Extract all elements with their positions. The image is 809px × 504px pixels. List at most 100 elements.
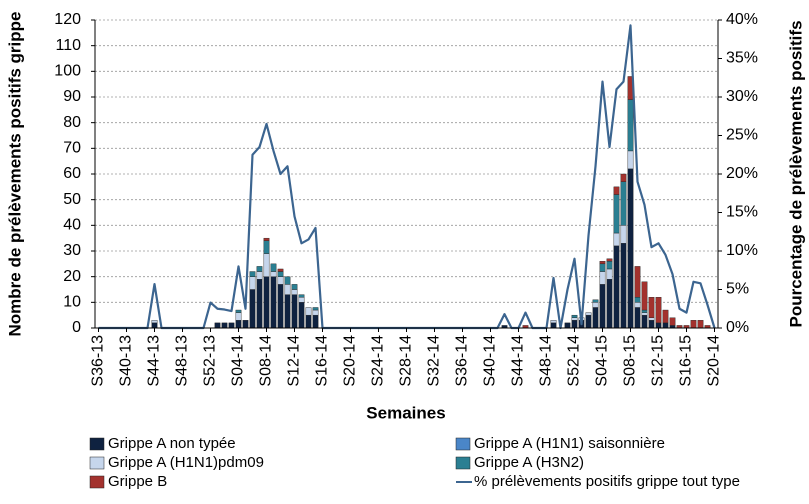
bar-segment xyxy=(648,320,655,329)
x-tick-label: S12-14 xyxy=(286,335,303,387)
y2-tick-label: 0% xyxy=(726,319,749,336)
x-tick-label: S16-15 xyxy=(678,335,695,387)
bar-segment xyxy=(270,276,277,329)
y-tick-label: 80 xyxy=(63,114,81,131)
bar-segment xyxy=(641,281,648,311)
bar-segment xyxy=(613,245,620,329)
y-tick-label: 50 xyxy=(63,191,81,208)
bar-segment xyxy=(634,297,641,303)
bar-segment xyxy=(585,312,592,316)
y2-tick-label: 20% xyxy=(726,165,758,182)
legend-label: Grippe A (H1N1) saisonnière xyxy=(474,435,665,452)
bar-segment xyxy=(599,261,606,265)
y-tick-label: 0 xyxy=(72,319,81,336)
x-axis-title: Semaines xyxy=(366,403,445,422)
bar-segment xyxy=(277,271,284,277)
bar-segment xyxy=(571,317,578,321)
x-tick-label: S04-14 xyxy=(230,335,247,387)
bar-segment xyxy=(655,297,662,324)
bar-segment xyxy=(620,173,627,182)
bar-segment xyxy=(606,279,613,329)
bar-segment xyxy=(235,312,242,321)
legend-label: Grippe A non typée xyxy=(108,435,236,452)
bar-segment xyxy=(242,320,249,329)
bar-segment xyxy=(249,271,256,277)
bar-segment xyxy=(634,266,641,298)
bar-segment xyxy=(291,289,298,295)
bar-segment xyxy=(627,150,634,170)
bar-segment xyxy=(305,307,312,316)
x-tick-label: S28-14 xyxy=(398,335,415,387)
bar-segment xyxy=(634,302,641,308)
bar-segment xyxy=(221,322,228,329)
bar-segment xyxy=(564,322,571,329)
bar-segment xyxy=(298,297,305,303)
legend-swatch xyxy=(89,437,105,451)
bar-segment xyxy=(277,276,284,285)
bar-segment xyxy=(151,320,158,324)
bar-segment xyxy=(599,271,606,285)
x-tick-label: S40-13 xyxy=(118,335,135,387)
bar-segment xyxy=(277,284,284,329)
bar-segment xyxy=(263,240,270,254)
bar-segment xyxy=(648,317,655,321)
bar-segment xyxy=(620,181,627,226)
y-tick-label: 20 xyxy=(63,268,81,285)
bar-segment xyxy=(263,253,270,277)
bar-segment xyxy=(235,309,242,313)
bar-segment xyxy=(669,317,676,326)
x-tick-label: S36-13 xyxy=(90,335,107,387)
bar-segment xyxy=(697,320,704,329)
x-tick-label: S32-14 xyxy=(426,335,443,387)
bar-segment xyxy=(627,168,634,329)
bar-segment xyxy=(550,322,557,329)
bar-segment xyxy=(228,322,235,329)
legend-swatch xyxy=(89,475,105,489)
legend-label: Grippe A (H1N1)pdm09 xyxy=(108,454,264,471)
bar-segment xyxy=(641,314,648,329)
bar-segment xyxy=(312,314,319,329)
bar-segment xyxy=(606,268,613,280)
x-tick-label: S04-15 xyxy=(594,335,611,387)
legend-label: % prélèvements positifs grippe tout type xyxy=(474,473,740,490)
bar-segment xyxy=(599,284,606,329)
bar-segment xyxy=(291,284,298,290)
bar-segment xyxy=(641,312,648,316)
bar-segment xyxy=(256,279,263,329)
legend-swatch xyxy=(455,456,471,470)
bar-segment xyxy=(550,320,557,324)
x-tick-label: S36-14 xyxy=(454,335,471,387)
bar-segment xyxy=(620,225,627,244)
x-tick-label: S52-13 xyxy=(202,335,219,387)
x-tick-label: S08-15 xyxy=(622,335,639,387)
x-tick-label: S52-14 xyxy=(566,335,583,387)
y-tick-label: 10 xyxy=(63,294,81,311)
x-tick-label: S20-14 xyxy=(706,335,723,387)
legend-swatch xyxy=(455,437,471,451)
bar-segment xyxy=(571,314,578,318)
y2-tick-label: 40% xyxy=(726,11,758,28)
bar-segment xyxy=(249,289,256,329)
bar-segment xyxy=(592,307,599,329)
bar-segment xyxy=(298,294,305,298)
y-tick-label: 90 xyxy=(63,88,81,105)
x-tick-label: S44-14 xyxy=(510,335,527,387)
bar-segment xyxy=(284,294,291,329)
legend-label: Grippe A (H3N2) xyxy=(474,454,584,471)
bar-segment xyxy=(284,276,291,285)
bar-segment xyxy=(571,320,578,329)
bar-segment xyxy=(298,302,305,329)
bar-segment xyxy=(690,320,697,329)
bar-segment xyxy=(592,299,599,303)
bar-segment xyxy=(592,302,599,308)
x-tick-label: S40-14 xyxy=(482,335,499,387)
bar-segment xyxy=(613,186,620,195)
bar-segment xyxy=(627,99,634,152)
bar-segment xyxy=(270,271,277,277)
bar-segment xyxy=(655,322,662,329)
y-tick-label: 70 xyxy=(63,140,81,157)
y-axis-title: Nombre de prélèvements positifs grippe xyxy=(5,12,24,337)
y-tick-label: 40 xyxy=(63,217,81,234)
y2-tick-label: 25% xyxy=(726,127,758,144)
y-tick-label: 60 xyxy=(63,165,81,182)
